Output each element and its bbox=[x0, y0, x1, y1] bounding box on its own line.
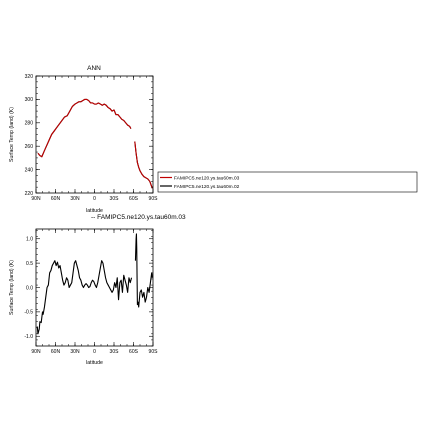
series-lines bbox=[37, 98, 153, 189]
plot-frame bbox=[35, 75, 154, 194]
difference-panel: -- FAMIPC5.ne120.ys.tau60m.03 90N 60N 30N 0… bbox=[9, 214, 186, 366]
series-line bbox=[37, 98, 132, 158]
y-tick-label: 240 bbox=[25, 167, 34, 173]
x-tick-label: 60N bbox=[51, 196, 61, 202]
y-tick-label: 1.0 bbox=[26, 237, 33, 243]
panel-title: -- FAMIPC5.ne120.ys.tau60m.03 bbox=[91, 214, 186, 221]
legend: FAMIPC5.ne120.ys.tau60m.03 FAMIPC5.ne120… bbox=[157, 171, 418, 193]
x-tick-label: 30N bbox=[70, 349, 80, 355]
x-tick-label: 30S bbox=[110, 196, 120, 202]
y-tick-label: 280 bbox=[25, 121, 34, 127]
x-tick-label: 90S bbox=[149, 349, 159, 355]
legend-box bbox=[157, 171, 418, 193]
axis-ticks: 90N 60N 30N 0 30S 60S 90S 220 240 260 280 300 320 bbox=[25, 74, 158, 202]
series-line bbox=[134, 233, 153, 308]
series-line bbox=[37, 98, 132, 158]
y-tick-label: 300 bbox=[25, 97, 34, 103]
y-tick-label: 220 bbox=[25, 191, 34, 197]
panel-title: ANN bbox=[87, 65, 101, 72]
x-axis-label: latitude bbox=[86, 208, 103, 214]
series-line bbox=[134, 141, 153, 189]
y-axis-label: Surface Temp (land) (K) bbox=[9, 260, 15, 315]
y-tick-label: 260 bbox=[25, 144, 34, 150]
series-line bbox=[36, 260, 133, 335]
x-tick-label: 90N bbox=[31, 196, 41, 202]
series-lines bbox=[36, 233, 153, 335]
x-tick-label: 60S bbox=[129, 196, 139, 202]
y-tick-label: -0.5 bbox=[24, 310, 33, 316]
x-tick-label: 90S bbox=[149, 196, 159, 202]
y-axis-label: Surface Temp (land) (K) bbox=[9, 107, 15, 162]
legend-entry-series-1: FAMIPC5.ne120.ys.tau60m.03 bbox=[174, 175, 240, 181]
x-tick-label: 0 bbox=[93, 196, 96, 202]
x-tick-label: 90N bbox=[31, 349, 41, 355]
x-tick-label: 60N bbox=[51, 349, 61, 355]
x-axis-label: latitude bbox=[86, 360, 103, 366]
x-tick-label: 60S bbox=[129, 349, 139, 355]
y-tick-label: 0.0 bbox=[26, 285, 33, 291]
axis-ticks: 90N 60N 30N 0 30S 60S 90S -1.0 -0.5 0.0 0.5 1.0 bbox=[24, 229, 158, 355]
x-tick-label: 30S bbox=[110, 349, 120, 355]
y-tick-label: 0.5 bbox=[26, 261, 33, 267]
legend-entry-series-2: FAMIPC5.ne120.ys.tau60m.02 bbox=[174, 184, 240, 190]
x-tick-label: 30N bbox=[70, 196, 80, 202]
y-tick-label: -1.0 bbox=[24, 334, 33, 340]
y-tick-label: 320 bbox=[25, 74, 34, 80]
temperature-panel: ANN 90N 60N 30N 0 30S 60S 90S 220 240 260 280 300 32… bbox=[9, 65, 158, 214]
x-tick-label: 0 bbox=[93, 349, 96, 355]
